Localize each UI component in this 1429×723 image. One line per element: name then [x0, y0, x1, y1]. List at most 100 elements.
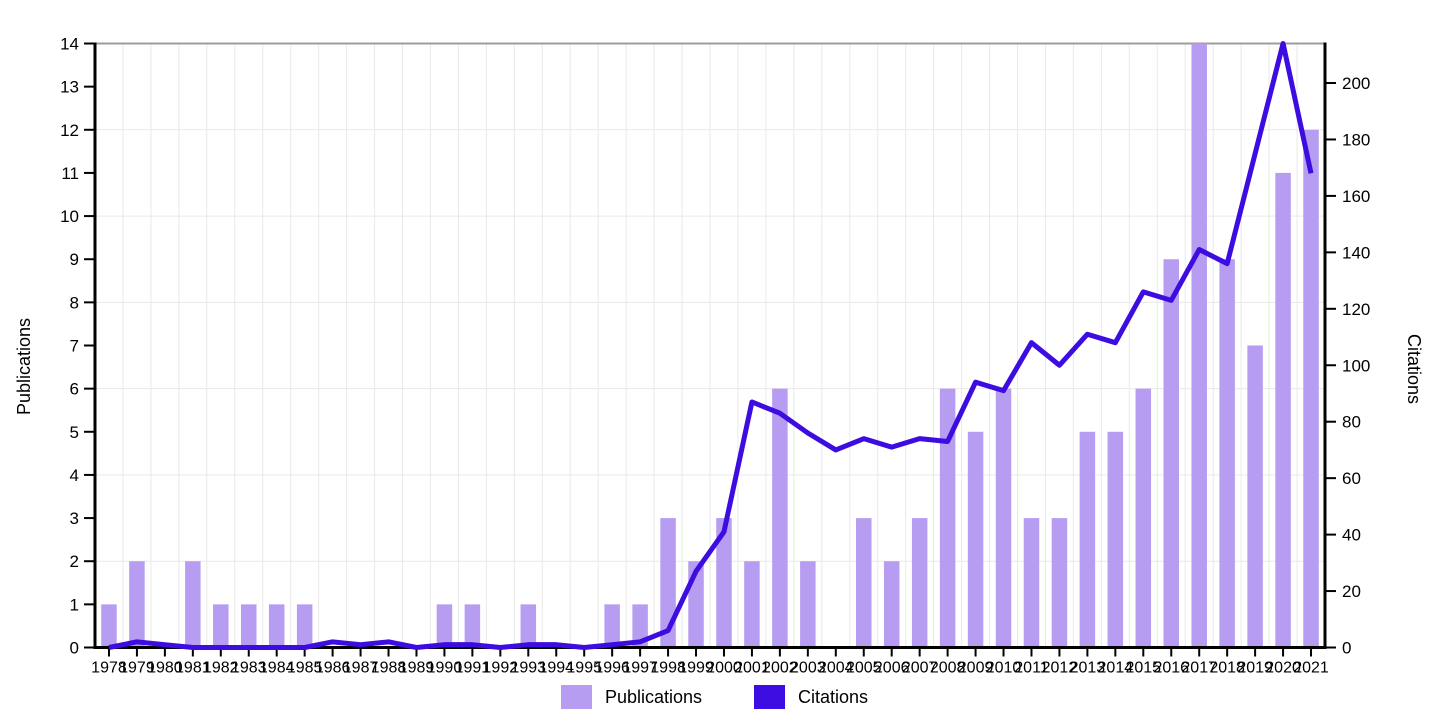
x-axis-year-label: 1988 — [371, 660, 407, 677]
x-axis-year-label: 1998 — [650, 660, 686, 677]
publications-bar-2016 — [1163, 259, 1179, 648]
x-axis-year-label: 2021 — [1293, 660, 1329, 677]
x-axis-year-label: 2007 — [902, 660, 938, 677]
x-axis-year-label: 2003 — [790, 660, 826, 677]
x-axis-year-label: 1983 — [231, 660, 267, 677]
x-axis-year-label: 2014 — [1098, 660, 1134, 677]
left-axis-title: Publications — [14, 318, 34, 415]
publications-bar-1998 — [660, 518, 676, 648]
left-axis-tick-label: 5 — [70, 423, 79, 442]
left-axis-tick-label: 6 — [70, 380, 79, 399]
left-axis-tick-label: 9 — [70, 250, 79, 269]
left-axis-tick-label: 14 — [60, 35, 79, 54]
x-axis-year-label: 2010 — [986, 660, 1022, 677]
x-axis-year-label: 2001 — [734, 660, 770, 677]
publications-bar-1983 — [241, 604, 257, 648]
x-axis-year-label: 2011 — [1014, 660, 1049, 677]
publications-bar-2007 — [911, 518, 928, 648]
publications-bar-1997 — [632, 604, 648, 648]
x-axis-year-label: 1999 — [678, 660, 714, 677]
publications-bar-2011 — [1023, 518, 1040, 648]
x-axis-year-label: 2008 — [930, 660, 966, 677]
x-axis-year-label: 1986 — [315, 660, 351, 677]
right-axis-tick-label: 160 — [1342, 187, 1370, 206]
legend-entry-citations: Citations — [754, 685, 868, 709]
x-axis-year-label: 1991 — [455, 660, 491, 677]
publications-bar-1984 — [268, 604, 285, 648]
x-axis-year-label: 2004 — [818, 660, 854, 677]
x-axis-year-label: 1992 — [483, 660, 519, 677]
left-axis-tick-label: 13 — [60, 78, 79, 97]
left-axis-tick-label: 11 — [61, 164, 79, 183]
legend-entry-publications: Publications — [560, 685, 703, 709]
x-axis-year-label: 2017 — [1181, 660, 1217, 677]
x-axis-year-label: 1993 — [510, 660, 546, 677]
x-axis-year-label: 2015 — [1125, 660, 1161, 677]
publications-bar-2006 — [883, 561, 900, 648]
publications-bar-2019 — [1247, 345, 1263, 648]
left-axis-tick-label: 7 — [70, 337, 79, 356]
x-axis-year-label: 2016 — [1153, 660, 1189, 677]
publications-bar-2001 — [744, 561, 760, 648]
publications-bar-1985 — [296, 604, 313, 648]
x-axis-year-label: 2002 — [762, 660, 798, 677]
x-axis-year-label: 1989 — [399, 660, 435, 677]
publications-bar-2003 — [800, 561, 816, 648]
x-axis-year-label: 1979 — [119, 660, 155, 677]
publications-bar-2005 — [856, 518, 872, 648]
publications-bar-1982 — [213, 604, 229, 648]
left-axis-tick-label: 10 — [60, 207, 79, 226]
x-axis-year-label: 1997 — [622, 660, 658, 677]
publications-bar-2014 — [1107, 431, 1124, 648]
x-axis-year-label: 1982 — [203, 660, 239, 677]
left-axis-tick-label: 3 — [70, 509, 79, 528]
x-axis-year-label: 1985 — [287, 660, 323, 677]
right-axis-tick-label: 20 — [1342, 582, 1361, 601]
left-axis-tick-label: 0 — [70, 639, 79, 658]
x-axis-year-label: 1990 — [427, 660, 463, 677]
publications-bar-2020 — [1275, 172, 1291, 648]
publications-bar-1993 — [520, 604, 537, 648]
right-axis-tick-label: 40 — [1342, 526, 1361, 545]
x-axis-year-label: 2005 — [846, 660, 882, 677]
legend-label-publications: Publications — [604, 687, 703, 707]
left-axis-tick-label: 2 — [70, 552, 79, 571]
x-axis-year-label: 1980 — [147, 660, 183, 677]
x-axis-year-label: 2012 — [1042, 660, 1078, 677]
right-axis-tick-label: 100 — [1342, 356, 1370, 375]
right-axis-tick-label: 140 — [1342, 243, 1370, 262]
chart-legend: Publications Citations — [0, 682, 1429, 712]
publications-bar-1991 — [464, 604, 481, 648]
x-axis-year-label: 1995 — [566, 660, 602, 677]
legend-label-citations: Citations — [798, 687, 869, 707]
publications-bar-2013 — [1079, 431, 1096, 648]
publications-bar-1981 — [185, 561, 201, 648]
publications-bar-1990 — [436, 604, 453, 648]
x-axis-year-label: 2013 — [1070, 660, 1106, 677]
right-axis-tick-label: 180 — [1342, 130, 1370, 149]
x-axis-year-label: 1978 — [91, 660, 127, 677]
right-axis-tick-label: 80 — [1342, 413, 1361, 432]
right-axis-tick-label: 0 — [1342, 639, 1351, 658]
publications-bar-2010 — [995, 388, 1012, 648]
publications-bar-1996 — [604, 604, 620, 648]
x-axis-year-label: 2018 — [1209, 660, 1245, 677]
x-axis-year-label: 2020 — [1265, 660, 1301, 677]
citations-line — [108, 41, 1314, 650]
publications-bar-2009 — [967, 431, 984, 648]
right-axis-tick-label: 120 — [1342, 300, 1370, 319]
left-axis-tick-label: 12 — [60, 121, 79, 140]
publications-swatch-icon — [560, 685, 592, 709]
publications-bar-1978 — [101, 604, 117, 648]
x-axis-year-label: 1984 — [259, 660, 295, 677]
x-axis-year-label: 2019 — [1237, 660, 1273, 677]
publications-bar-2002 — [772, 388, 788, 648]
x-axis-year-label: 2000 — [706, 660, 742, 677]
left-axis-tick-label: 1 — [70, 595, 79, 614]
x-axis-year-label: 1996 — [594, 660, 630, 677]
publications-bar-1979 — [129, 561, 145, 648]
publications-bar-2017 — [1191, 43, 1207, 648]
publications-bar-2008 — [939, 388, 956, 648]
x-axis-year-label: 1994 — [538, 660, 574, 677]
